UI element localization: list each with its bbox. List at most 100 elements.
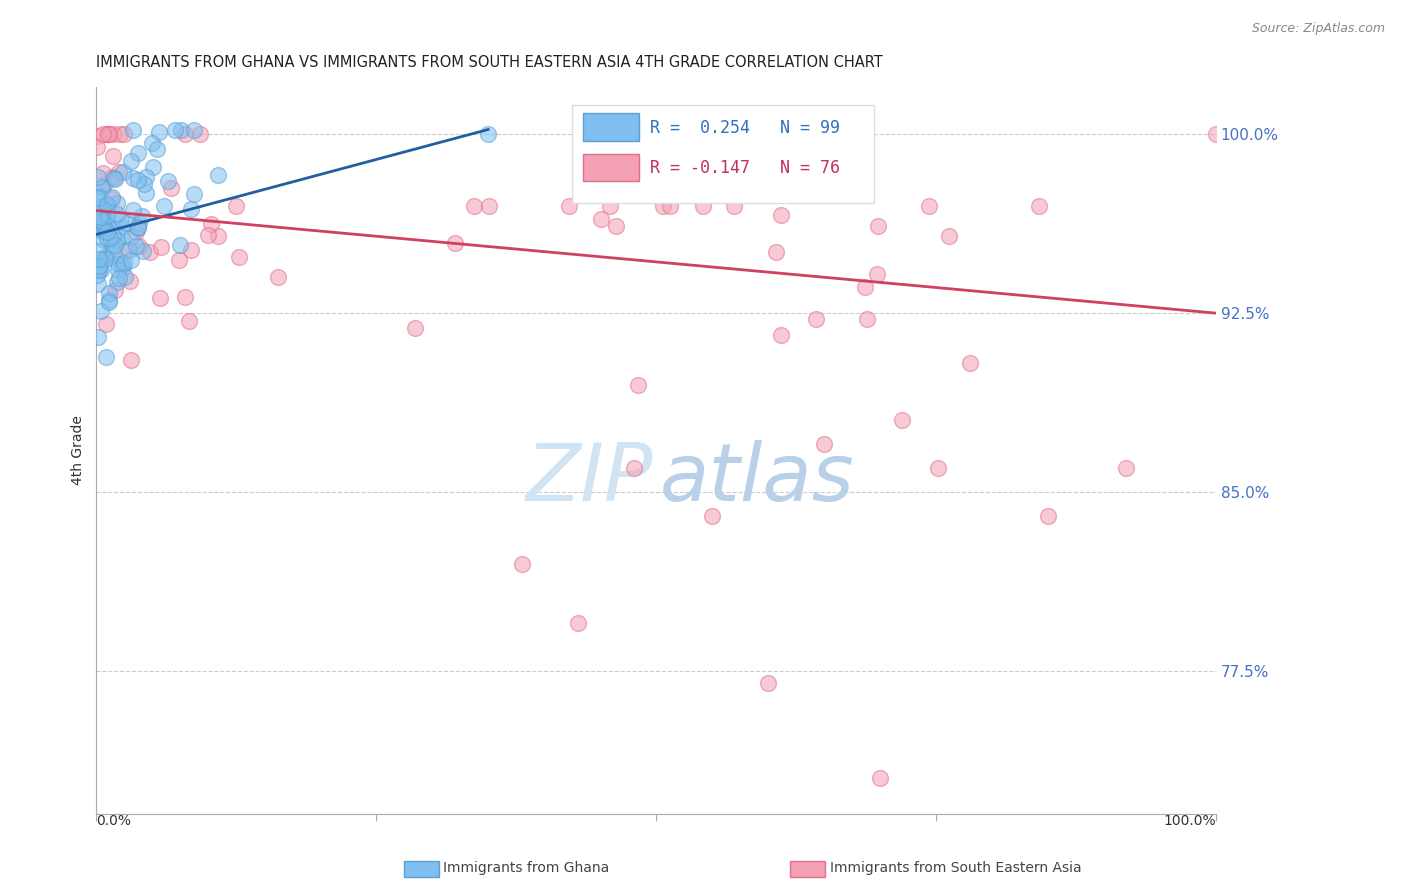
Point — [692, 199, 714, 213]
Point — [1115, 461, 1137, 475]
Point — [91, 166, 114, 180]
Point — [770, 328, 793, 343]
Point — [91, 215, 114, 229]
Point — [90, 253, 112, 268]
Point — [91, 199, 114, 213]
Text: atlas: atlas — [659, 441, 853, 518]
Point — [131, 209, 153, 223]
Point — [927, 461, 949, 475]
Point — [120, 230, 142, 244]
Point — [94, 317, 117, 331]
Point — [103, 170, 125, 185]
Point — [404, 321, 426, 335]
Point — [104, 283, 127, 297]
Point — [117, 243, 139, 257]
Point — [651, 199, 673, 213]
Point — [853, 279, 876, 293]
Point — [94, 213, 117, 227]
Point — [866, 219, 889, 234]
Point — [197, 228, 219, 243]
Point — [101, 192, 124, 206]
Point — [1028, 199, 1050, 213]
Point — [918, 199, 941, 213]
Point — [769, 208, 792, 222]
Point — [120, 352, 142, 367]
Point — [101, 189, 124, 203]
Point — [605, 219, 627, 233]
Point — [173, 290, 195, 304]
Point — [96, 128, 118, 142]
Point — [125, 239, 148, 253]
Point — [93, 178, 115, 193]
Point — [623, 461, 645, 475]
Point — [89, 210, 111, 224]
Point — [105, 207, 128, 221]
Point — [111, 165, 134, 179]
Point — [444, 236, 467, 251]
Point — [91, 180, 114, 194]
Text: Immigrants from Ghana: Immigrants from Ghana — [443, 861, 609, 875]
Point — [101, 229, 124, 244]
Point — [152, 199, 174, 213]
Point — [122, 122, 145, 136]
Point — [112, 128, 135, 142]
Point — [94, 350, 117, 364]
Point — [723, 199, 745, 213]
Point — [180, 202, 202, 216]
Point — [120, 252, 142, 267]
Point — [100, 170, 122, 185]
Text: R = -0.147   N = 76: R = -0.147 N = 76 — [651, 159, 841, 177]
Point — [96, 202, 118, 216]
Point — [86, 268, 108, 283]
Text: 0.0%: 0.0% — [97, 814, 131, 828]
Point — [173, 128, 195, 142]
Point — [207, 228, 229, 243]
Point — [132, 178, 155, 192]
Point — [91, 232, 114, 246]
Point — [477, 128, 499, 142]
Point — [463, 199, 485, 213]
Point — [869, 771, 891, 785]
Point — [188, 128, 211, 142]
Point — [97, 128, 120, 142]
Point — [94, 252, 117, 266]
Point — [87, 263, 110, 277]
Point — [86, 128, 108, 143]
Point — [142, 160, 165, 174]
Point — [86, 139, 108, 153]
Point — [107, 263, 129, 277]
Text: 100.0%: 100.0% — [1163, 814, 1216, 828]
Point — [148, 125, 170, 139]
Point — [135, 170, 157, 185]
Point — [91, 206, 114, 220]
Point — [105, 196, 128, 211]
Point — [111, 260, 134, 275]
Point — [167, 252, 190, 267]
Point — [149, 291, 172, 305]
Point — [225, 199, 247, 213]
FancyBboxPatch shape — [572, 104, 875, 203]
Point — [86, 170, 108, 185]
Point — [87, 244, 110, 258]
Point — [128, 216, 150, 230]
Point — [111, 259, 134, 273]
Point — [96, 196, 118, 211]
Point — [567, 616, 589, 631]
Point — [90, 179, 112, 194]
Point — [856, 311, 879, 326]
Point — [938, 229, 960, 244]
Point — [94, 252, 117, 266]
Point — [111, 219, 134, 234]
Point — [89, 190, 111, 204]
Point — [87, 260, 110, 274]
Point — [104, 172, 127, 186]
FancyBboxPatch shape — [583, 153, 640, 181]
Point — [146, 142, 169, 156]
Point — [122, 202, 145, 217]
Point — [138, 244, 160, 259]
Point — [96, 248, 118, 262]
Point — [93, 222, 115, 236]
Point — [108, 165, 131, 179]
Text: Source: ZipAtlas.com: Source: ZipAtlas.com — [1251, 22, 1385, 36]
Point — [756, 675, 779, 690]
